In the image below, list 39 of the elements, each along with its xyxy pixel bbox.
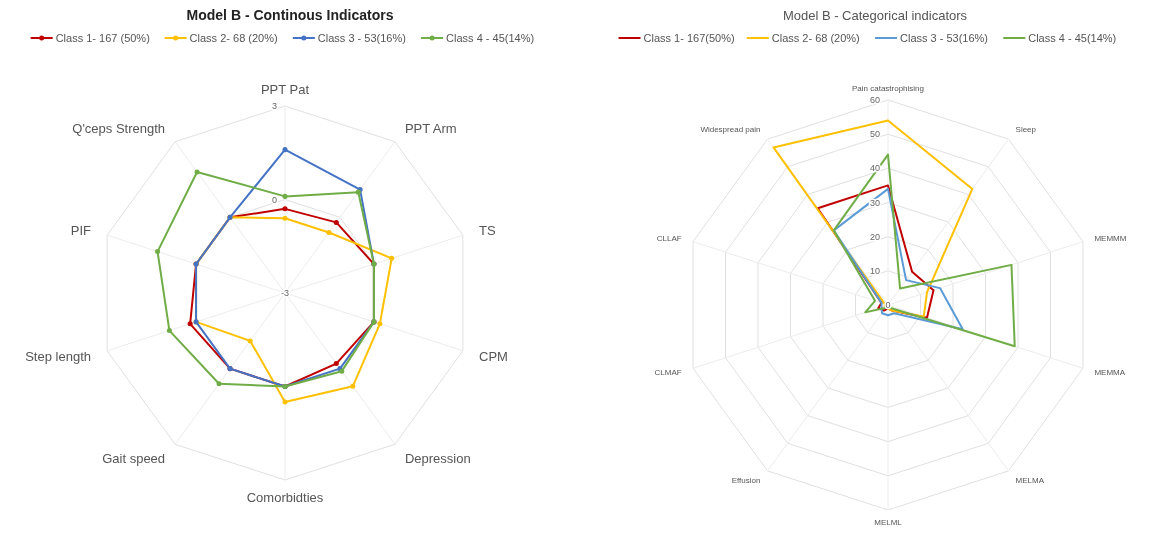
y-tick-label: 60 — [869, 95, 880, 105]
spoke-label: Comorbidties — [246, 489, 324, 505]
y-tick-label: 50 — [869, 129, 880, 140]
spoke-label: MELML — [874, 517, 903, 527]
spoke-label: MEMMA — [1094, 367, 1126, 377]
legend-label: Class 3 - 53(16%) — [900, 32, 989, 44]
legend-label: Class 4 - 45(14%) — [446, 32, 535, 44]
spoke-label: Effusion — [731, 476, 761, 486]
spoke-label: Depression — [404, 450, 471, 466]
y-tick-label: 30 — [869, 197, 880, 208]
spoke-label: Step length — [25, 348, 91, 364]
spoke-label: CPM — [479, 348, 508, 364]
spoke-label: Q'ceps Strength — [72, 120, 166, 136]
y-tick-label: 3 — [271, 101, 277, 111]
legend-label: Class 3 - 53(16%) — [317, 32, 406, 44]
spoke-label: Pain catastrophising — [851, 83, 925, 93]
y-tick-label: -3 — [280, 288, 290, 298]
spoke-label: TS — [479, 222, 496, 238]
chart-title: Model B - Categorical indicators — [782, 8, 968, 23]
spoke-label: MELMA — [1015, 476, 1045, 486]
spoke-label: PPT Pat — [260, 81, 310, 97]
y-tick-label: 20 — [869, 231, 880, 242]
spoke-label: Gait speed — [102, 450, 166, 466]
spoke-label: MEMMM — [1094, 233, 1127, 243]
y-tick-label: 0 — [271, 194, 277, 205]
y-tick-label: 10 — [869, 265, 880, 276]
spoke-label: CLLAF — [656, 233, 682, 243]
legend-label: Class 2- 68 (20%) — [771, 32, 860, 44]
spoke-label: PIF — [70, 222, 92, 238]
legend-label: Class 1- 167(50%) — [643, 32, 735, 44]
spoke-label: CLMAF — [654, 367, 682, 377]
legend-label: Class 2- 68 (20%) — [189, 32, 278, 44]
spoke-label: Sleep — [1015, 125, 1037, 135]
legend-label: Class 4 - 45(14%) — [1028, 32, 1117, 44]
legend-label: Class 1- 167 (50%) — [55, 32, 150, 44]
spoke-label: Widespread pain — [700, 125, 761, 135]
spoke-label: PPT Arm — [404, 120, 457, 136]
y-tick-label: 0 — [885, 300, 891, 310]
chart-title: Model B - Continous Indicators — [186, 7, 394, 23]
